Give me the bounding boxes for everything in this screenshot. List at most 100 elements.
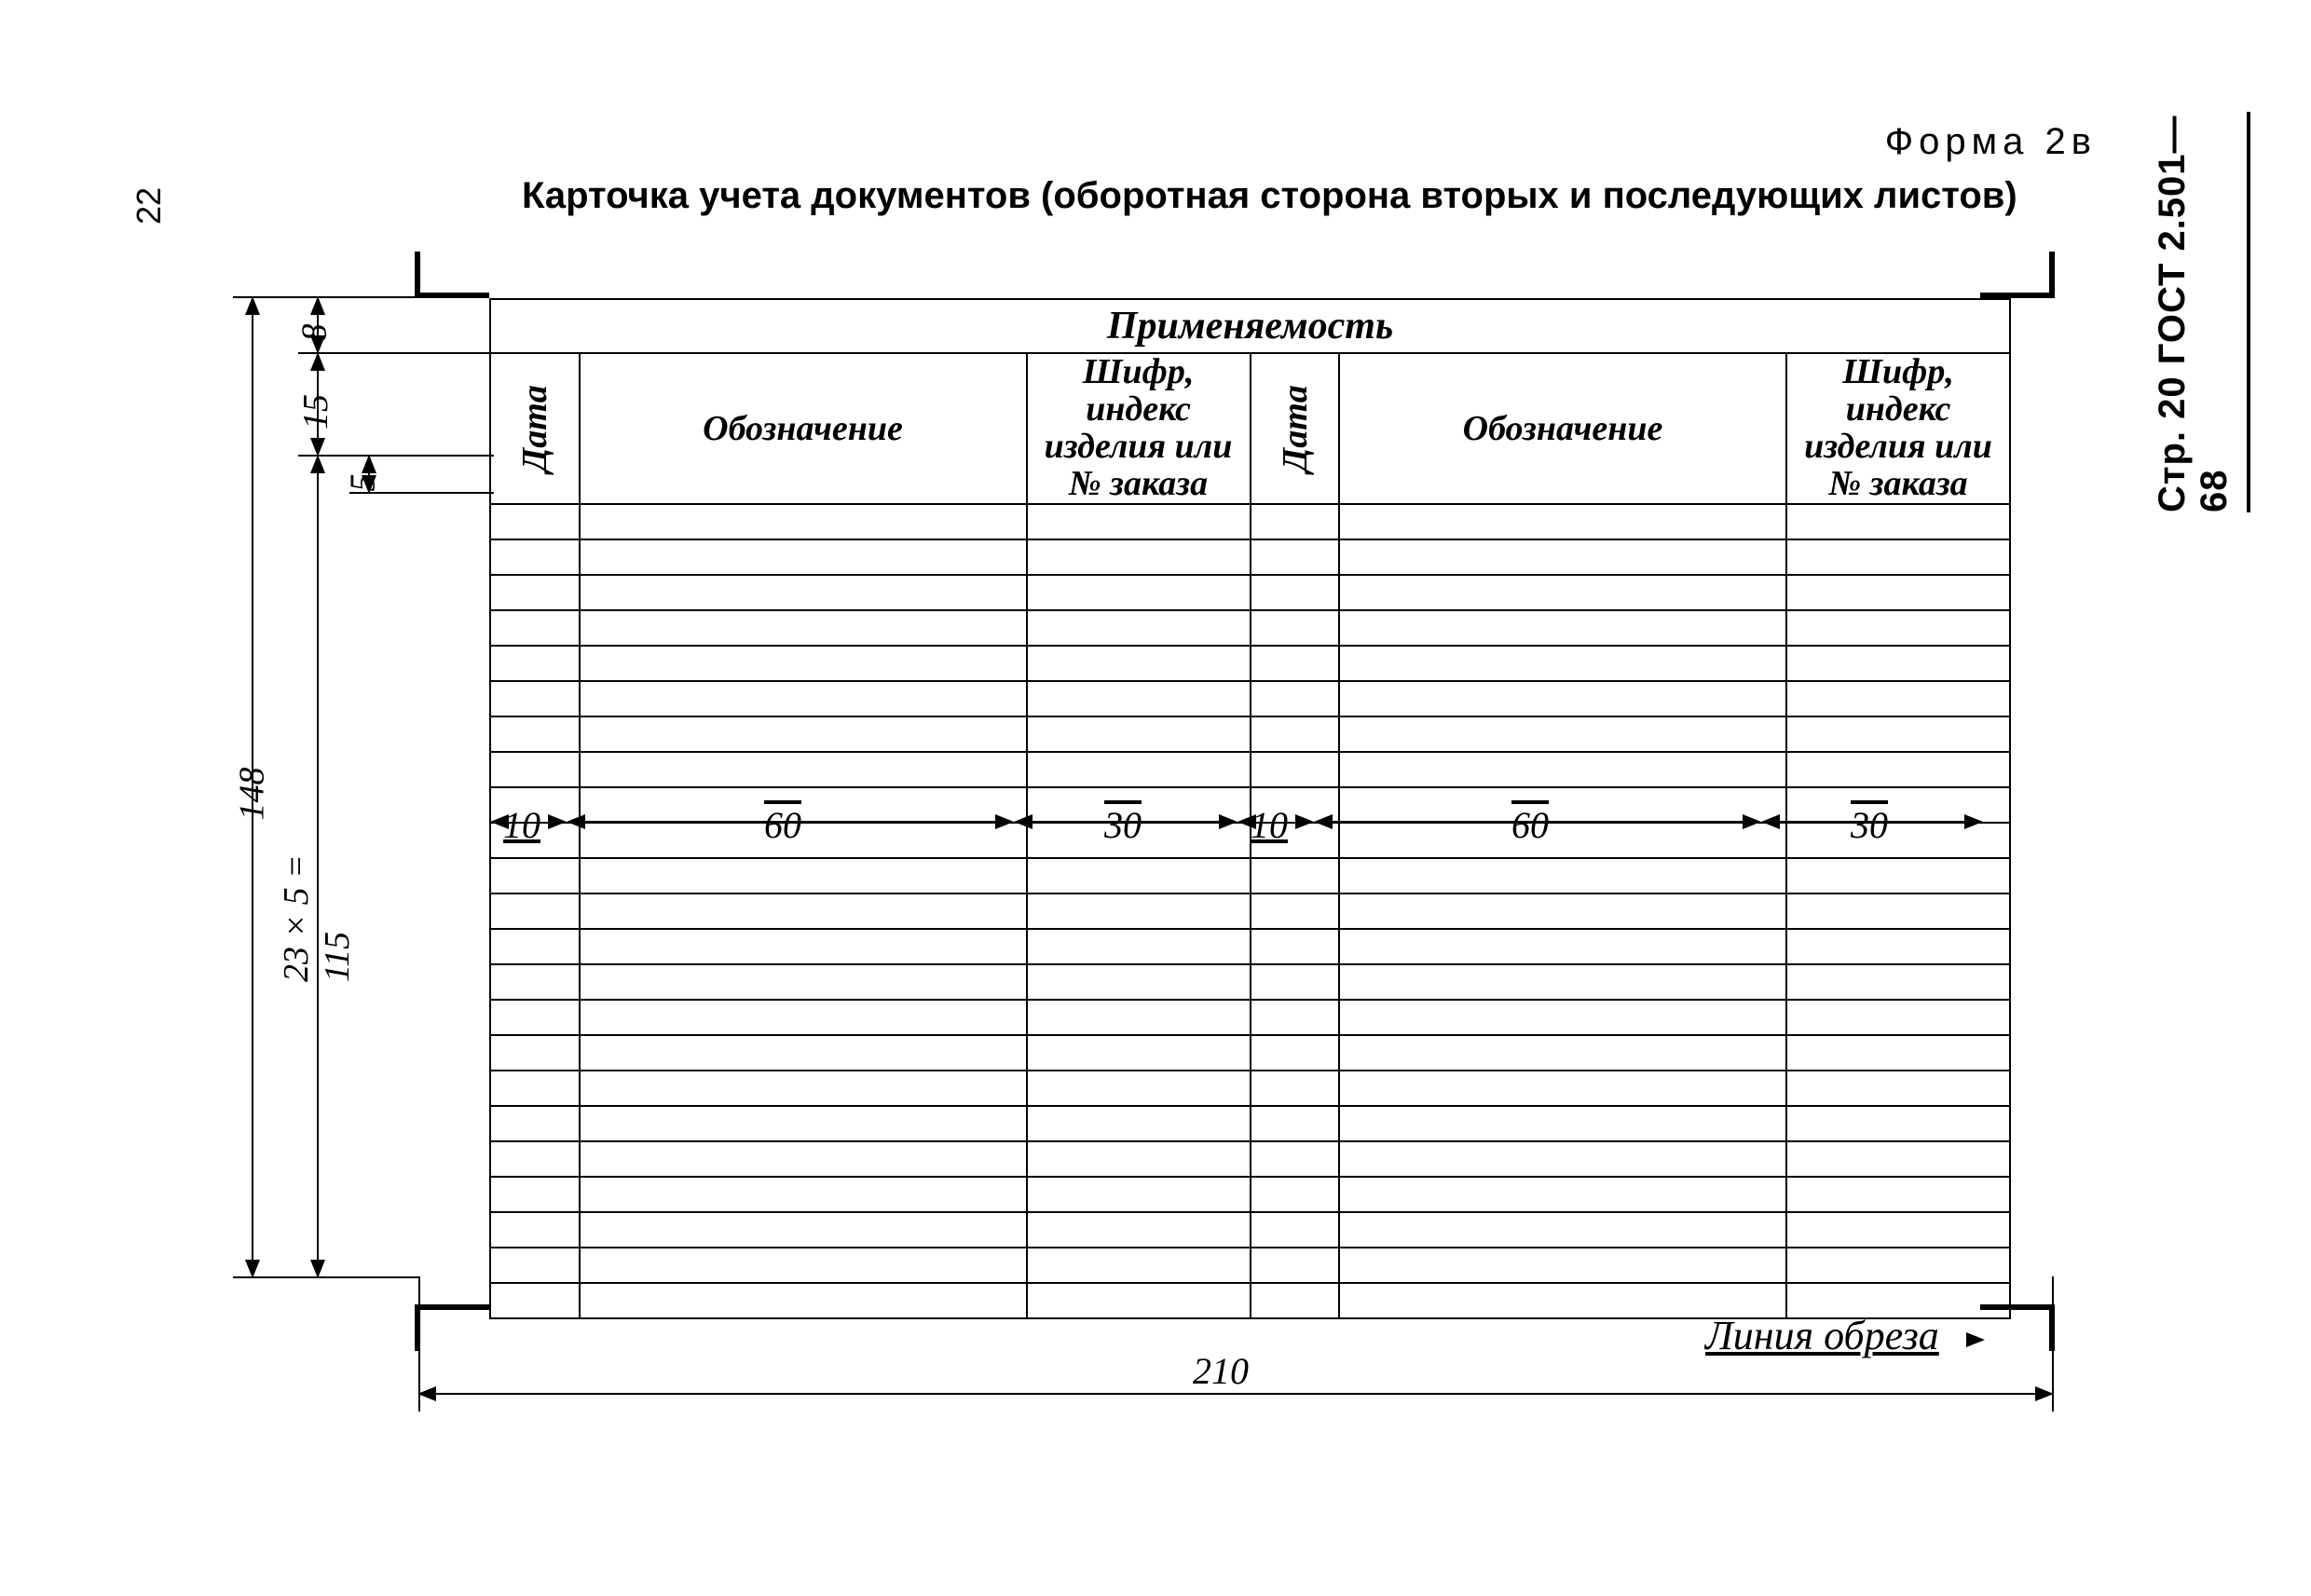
table-cell [1786, 1141, 2010, 1177]
table-row [490, 787, 2010, 823]
col-code-b: Шифр, индекс изделия или № заказа [1786, 353, 2010, 504]
table-row [490, 575, 2010, 610]
table-cell [1027, 1248, 1251, 1283]
table-cell [580, 610, 1027, 646]
table-row [490, 681, 2010, 716]
form-table: Применяемость Дата Обозначение Шифр, инд… [489, 298, 2011, 1319]
table-cell [1339, 610, 1786, 646]
table-cell [1251, 752, 1340, 787]
table-cell [580, 646, 1027, 681]
table-cell [490, 1212, 580, 1248]
arrow-icon [245, 1260, 260, 1278]
table-cell [1786, 1035, 2010, 1071]
table-cell [1251, 823, 1340, 858]
table-cell [580, 575, 1027, 610]
dim-8: 8 [294, 324, 335, 342]
table-cell [1339, 1071, 1786, 1106]
table-cell [1027, 504, 1251, 539]
table-cell [1339, 929, 1786, 964]
table-cell [1786, 1248, 2010, 1283]
table-cell [1339, 1283, 1786, 1318]
table-cell [1251, 681, 1340, 716]
table-cell [1027, 893, 1251, 929]
table-row [490, 1177, 2010, 1212]
table-cell [1251, 1283, 1340, 1318]
table-cell [1251, 1071, 1340, 1106]
table-cell [490, 1071, 580, 1106]
table-cell [1251, 539, 1340, 575]
ext-line [2052, 1276, 2054, 1412]
table-cell [1786, 1212, 2010, 1248]
table-cell [1251, 1141, 1340, 1177]
table-cell [490, 1248, 580, 1283]
table-cell [1339, 823, 1786, 858]
table-cell [1786, 539, 2010, 575]
table-row [490, 610, 2010, 646]
table-cell [1027, 1177, 1251, 1212]
table-cell [490, 1177, 580, 1212]
table-cell [1251, 787, 1340, 823]
table-cell [1339, 1000, 1786, 1035]
col-designation-b: Обозначение [1339, 353, 1786, 504]
table-cell [1251, 646, 1340, 681]
table-cell [490, 646, 580, 681]
table-cell [580, 823, 1027, 858]
table-cell [1786, 610, 2010, 646]
table-cell [1027, 1000, 1251, 1035]
table-cell [490, 539, 580, 575]
ext-line [349, 492, 494, 494]
table-cell [1786, 964, 2010, 1000]
table-cell [1339, 1035, 1786, 1071]
table-row [490, 858, 2010, 893]
table-cell [1027, 1071, 1251, 1106]
arrow-icon [310, 1260, 325, 1278]
cut-line-label: Линия обреза [1705, 1312, 1939, 1359]
arrow-icon [2035, 1386, 2054, 1401]
arrow-icon [245, 296, 260, 315]
table-cell [1027, 1283, 1251, 1318]
table-cell [580, 1035, 1027, 1071]
header-title-row: Применяемость [490, 299, 2010, 353]
table-cell [490, 752, 580, 787]
table-row [490, 929, 2010, 964]
table-cell [490, 610, 580, 646]
table-cell [490, 1283, 580, 1318]
table-cell [1251, 1000, 1340, 1035]
table-cell [1027, 716, 1251, 752]
table-cell [1786, 823, 2010, 858]
table-cell [1027, 1106, 1251, 1141]
table-row [490, 823, 2010, 858]
arrow-icon [310, 438, 325, 457]
ext-line [298, 455, 494, 457]
table-row [490, 1248, 2010, 1283]
table-cell [1251, 1035, 1340, 1071]
dim-15: 15 [295, 394, 336, 430]
table-cell [490, 681, 580, 716]
table-cell [1786, 893, 2010, 929]
table-cell [1339, 646, 1786, 681]
table-cell [1786, 1106, 2010, 1141]
table-row [490, 752, 2010, 787]
table-cell [1027, 964, 1251, 1000]
table-cell [580, 1106, 1027, 1141]
table-cell [1786, 504, 2010, 539]
table-cell [580, 716, 1027, 752]
ext-line [418, 1276, 420, 1412]
table-cell [1027, 752, 1251, 787]
table-cell [1786, 858, 2010, 893]
table-cell [580, 1177, 1027, 1212]
table-cell [1339, 893, 1786, 929]
table-cell [580, 858, 1027, 893]
col-date-a: Дата [490, 353, 580, 504]
table-cell [580, 681, 1027, 716]
table-cell [1027, 646, 1251, 681]
table-cell [1251, 1212, 1340, 1248]
header-title: Применяемость [490, 299, 2010, 353]
table-cell [580, 964, 1027, 1000]
table-cell [580, 1141, 1027, 1177]
page-number: 22 [130, 187, 169, 225]
table-row [490, 1141, 2010, 1177]
table-cell [1027, 575, 1251, 610]
dim-210: 210 [1193, 1349, 1249, 1393]
table-cell [580, 1000, 1027, 1035]
